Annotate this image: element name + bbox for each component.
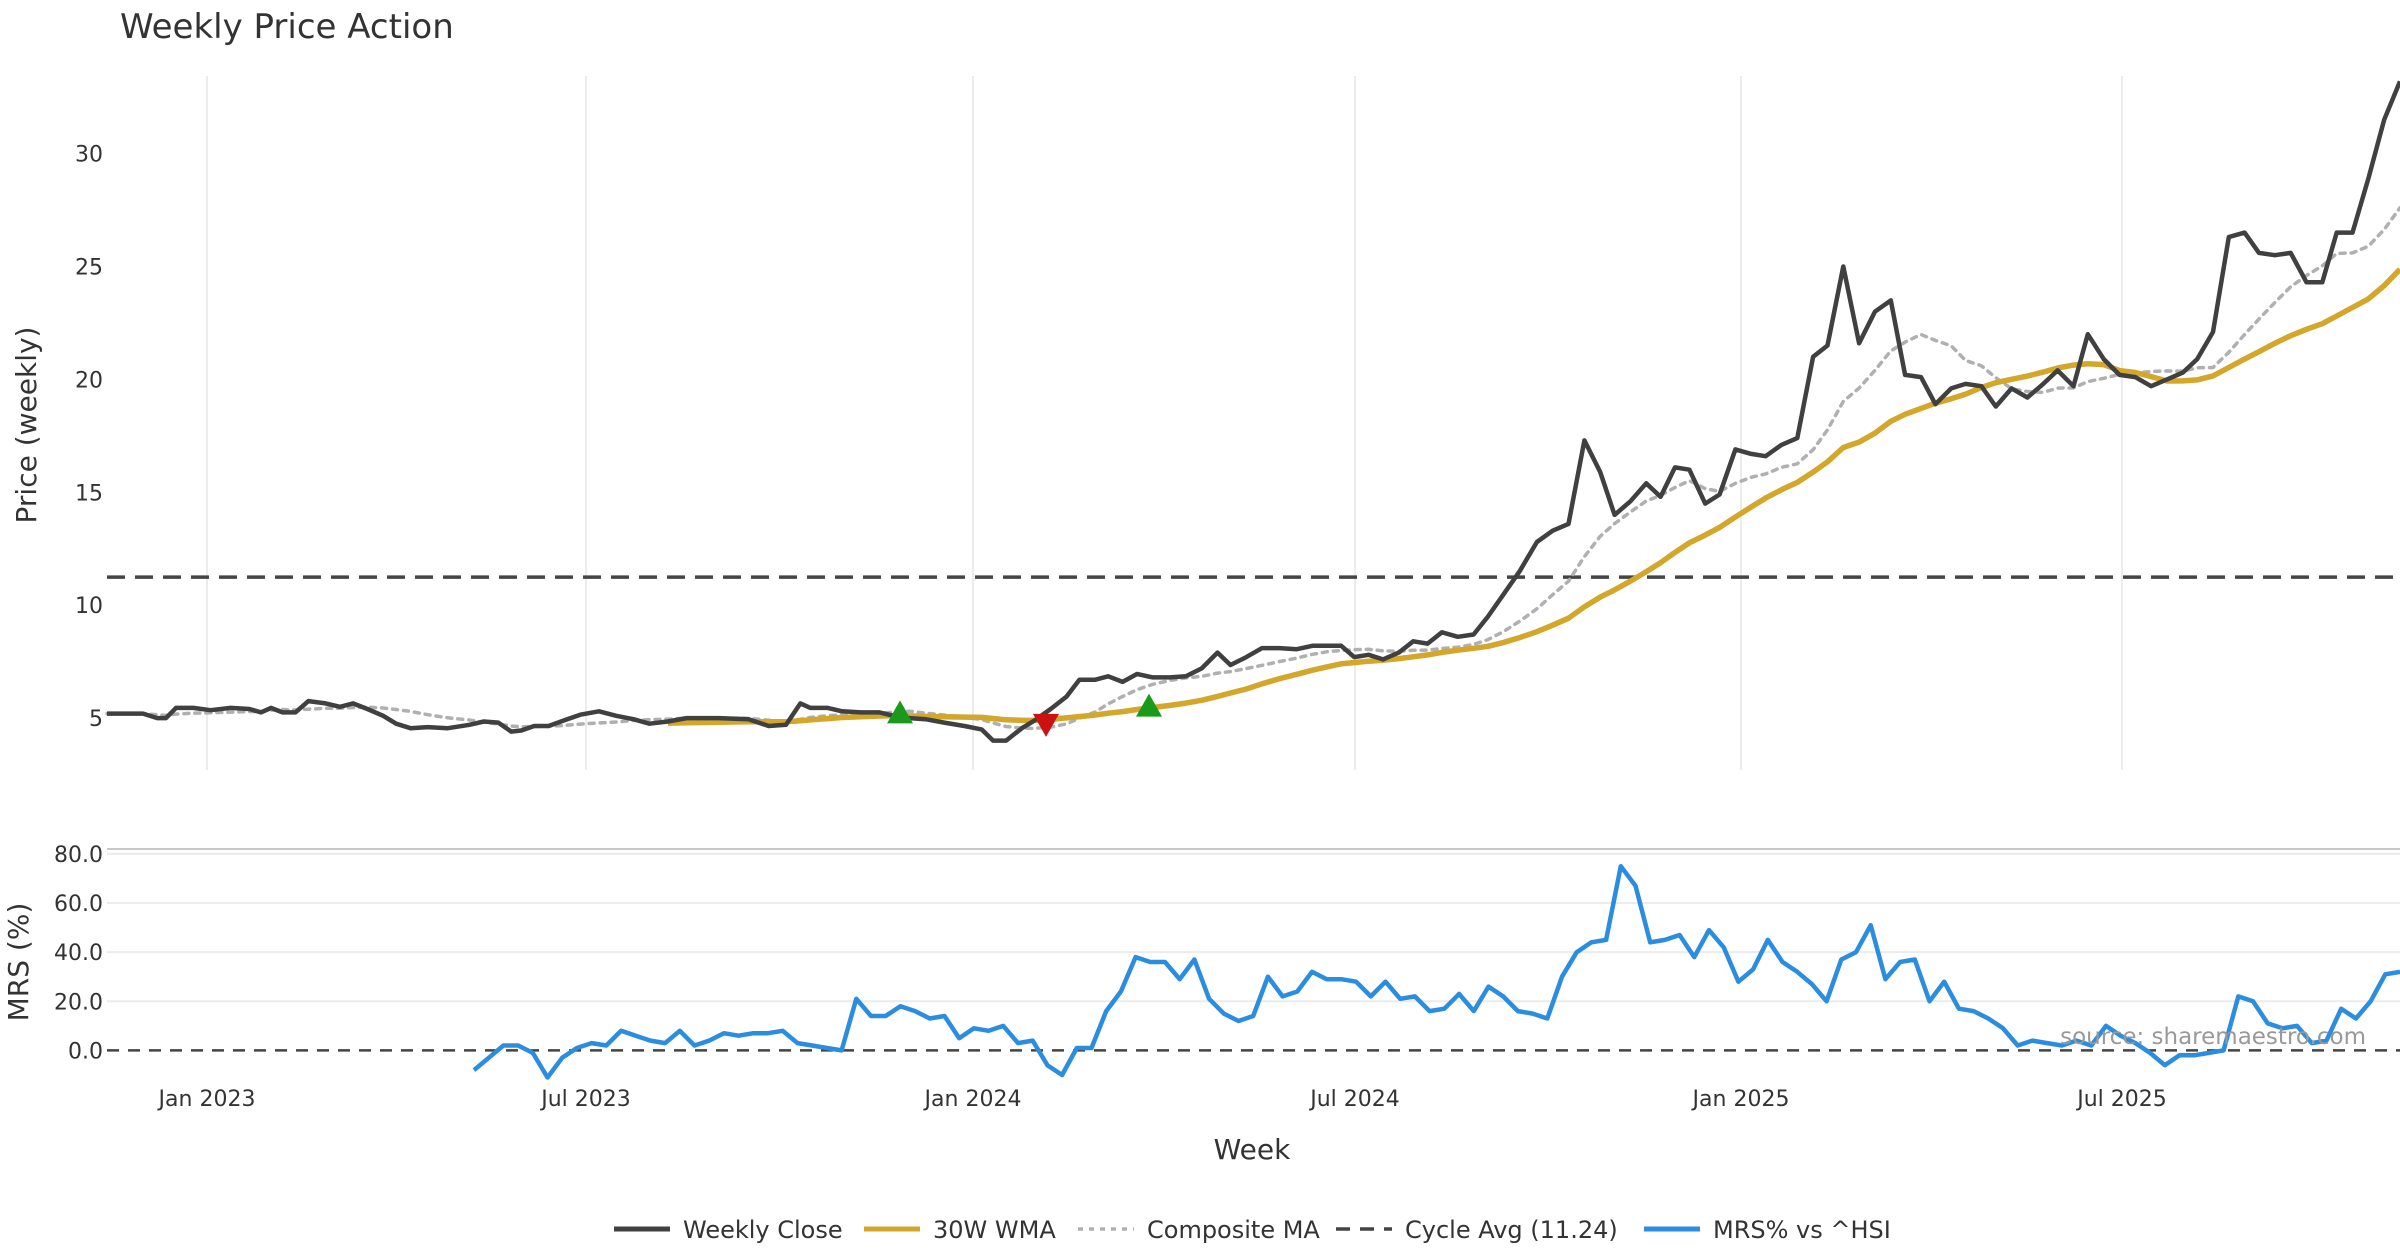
weekly-close-line [107, 80, 2400, 743]
price-y-tick-label: 25 [75, 255, 103, 280]
source-annotation: source: sharemaestro.com [2060, 1024, 2366, 1050]
mrs-y-tick-label: 0.0 [68, 1039, 103, 1064]
legend-label: 30W WMA [933, 1216, 1056, 1244]
mrs-y-tick-label: 20.0 [54, 990, 103, 1015]
legend-label: Cycle Avg (11.24) [1405, 1216, 1618, 1244]
mrs-y-ticks: 80.0 60.0 40.0 20.0 0.0 [54, 843, 103, 1065]
legend-label: Composite MA [1147, 1216, 1320, 1244]
price-y-ticks: 5 10 15 20 25 30 [75, 143, 103, 732]
legend-label: MRS% vs ^HSI [1713, 1216, 1891, 1244]
legend-entry: Cycle Avg (11.24) [1336, 1216, 1618, 1244]
mrs-gridlines [107, 852, 2400, 1003]
legend-label: Weekly Close [683, 1216, 843, 1244]
mrs-y-axis-label: MRS (%) [2, 903, 35, 1022]
legend-entry: Weekly Close [614, 1216, 843, 1244]
legend-entry: MRS% vs ^HSI [1644, 1216, 1891, 1244]
x-tick-label: Jan 2025 [1691, 1087, 1790, 1112]
mrs-y-tick-label: 40.0 [54, 941, 103, 966]
buy-signal-marker [887, 700, 913, 724]
x-tick-label: Jul 2025 [2075, 1087, 2167, 1112]
price-panel [105, 80, 2400, 743]
x-tick-label: Jan 2024 [923, 1087, 1022, 1112]
mrs-panel [107, 863, 2400, 1080]
buy-signal-marker [1136, 693, 1162, 717]
price-y-tick-label: 10 [75, 594, 103, 619]
x-tick-label: Jan 2023 [157, 1087, 256, 1112]
mrs-y-tick-label: 80.0 [54, 843, 103, 868]
x-tick-label: Jul 2024 [1308, 1087, 1400, 1112]
price-y-tick-label: 15 [75, 481, 103, 506]
price-y-axis-label: Price (weekly) [10, 327, 43, 524]
chart-title: Weekly Price Action [120, 7, 454, 47]
price-y-tick-label: 20 [75, 368, 103, 393]
price-gridlines [206, 76, 2123, 770]
legend-entry: 30W WMA [864, 1216, 1056, 1244]
wma-30w-line [667, 267, 2400, 726]
x-tick-label: Jul 2023 [539, 1087, 631, 1112]
x-ticks: Jan 2023 Jul 2023 Jan 2024 Jul 2024 Jan 2025… [157, 1087, 2167, 1112]
price-y-tick-label: 5 [89, 707, 103, 732]
composite-ma-line [105, 206, 2400, 731]
x-axis-label: Week [1214, 1133, 1291, 1166]
legend-entry: Composite MA [1078, 1216, 1320, 1244]
price-y-tick-label: 30 [75, 143, 103, 168]
mrs-line [472, 863, 2400, 1080]
mrs-y-tick-label: 60.0 [54, 892, 103, 917]
sell-signal-marker [1033, 713, 1059, 737]
legend: Weekly Close 30W WMA Composite MA Cycle Avg… [614, 1216, 1891, 1244]
